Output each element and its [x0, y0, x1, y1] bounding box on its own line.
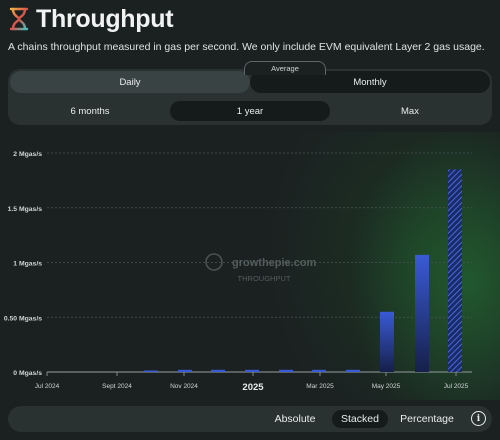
x-tick-label: Jul 2024 — [35, 383, 60, 390]
y-tick-label: 2 Mgas/s — [13, 151, 42, 158]
average-tab[interactable]: Average — [244, 61, 326, 75]
hourglass-icon — [9, 7, 29, 31]
timeframe-controls: Daily Monthly 6 months 1 year Max — [8, 69, 492, 125]
chart-bar — [144, 370, 158, 372]
range-tabs: 6 months 1 year Max — [10, 101, 490, 121]
y-tick-label: 0 Mgas/s — [13, 370, 42, 377]
throughput-chart: 0 Mgas/s 0.50 Mgas/s 1 Mgas/s 1.5 Mgas/s 2 M… — [4, 151, 472, 393]
x-tick-label: Nov 2024 — [170, 383, 198, 390]
y-tick-label: 0.50 Mgas/s — [4, 315, 42, 322]
page-title: Throughput — [36, 4, 174, 33]
tab-monthly[interactable]: Monthly — [250, 71, 490, 93]
option-stacked[interactable]: Stacked — [332, 410, 388, 428]
chart-bar — [448, 169, 462, 372]
tab-daily[interactable]: Daily — [10, 71, 250, 93]
watermark-brand: growthepie.com — [232, 257, 317, 269]
header: Throughput — [8, 4, 174, 34]
x-tick-label: May 2025 — [372, 383, 401, 390]
option-absolute[interactable]: Absolute — [274, 413, 316, 425]
x-tick-label: 2025 — [242, 382, 264, 393]
chart-bar — [178, 369, 192, 372]
y-tick-label: 1 Mgas/s — [13, 261, 42, 268]
chart-bar — [279, 369, 293, 372]
watermark-label: THROUGHPUT — [238, 274, 291, 283]
chart-bar — [211, 369, 225, 372]
watermark-logo-icon — [205, 253, 223, 271]
page-subtitle: A chains throughput measured in gas per … — [8, 41, 485, 53]
tab-1-year[interactable]: 1 year — [170, 101, 330, 121]
chart-bar — [380, 311, 394, 372]
info-icon[interactable]: i — [471, 411, 486, 426]
tab-max[interactable]: Max — [401, 105, 419, 117]
chart-bar — [415, 254, 429, 372]
interval-tabs: Daily Monthly — [10, 71, 490, 93]
chart-bar — [245, 369, 259, 372]
chart-bar — [312, 369, 326, 372]
tab-6-months[interactable]: 6 months — [70, 105, 110, 117]
x-tick-label: Mar 2025 — [306, 383, 334, 390]
x-tick-label: Sept 2024 — [102, 383, 132, 390]
y-tick-label: 1.5 Mgas/s — [8, 206, 43, 213]
chart-bar — [346, 369, 360, 372]
x-tick-label: Jul 2025 — [444, 383, 469, 390]
display-options-bar: Absolute Stacked Percentage i — [8, 406, 492, 432]
option-percentage[interactable]: Percentage — [400, 413, 454, 425]
